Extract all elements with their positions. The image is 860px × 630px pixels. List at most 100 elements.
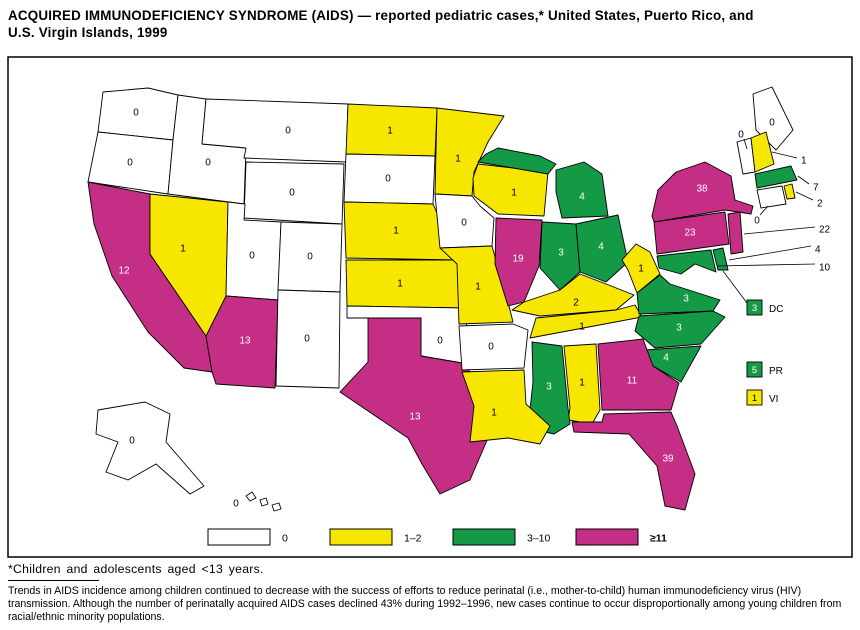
callout-value-de: 4 [815,245,821,256]
state-va [636,274,721,315]
state-value-ne: 1 [393,226,399,237]
state-pa [653,211,730,255]
state-nc [634,310,726,349]
territory-label-vi: VI [769,394,778,405]
state-mo [439,245,514,325]
state-value-ut: 0 [249,251,255,262]
state-value-sd: 0 [385,174,391,185]
figure-title-line2: U.S. Virgin Islands, 1999 [8,25,168,41]
state-ks [345,259,461,309]
legend-label-b1: 1–2 [404,533,422,545]
state-value-hi: 0 [233,499,239,510]
callout-line-ri [795,191,814,201]
callout-value-vt: 0 [738,130,744,141]
legend-swatch-b3 [575,528,639,546]
callout-value-md: 10 [819,263,831,274]
figure-title: ACQUIRED IMMUNODEFICIENCY SYNDROME (AIDS… [8,7,854,42]
footnote-rule [8,580,99,581]
state-in [539,221,581,291]
state-value-al: 1 [579,378,585,389]
state-ky [511,273,635,317]
state-md [656,249,717,275]
callout-value-ri: 2 [817,199,823,210]
state-wv [621,243,661,294]
state-value-ny: 38 [696,184,708,195]
state-oh [575,214,629,283]
legend-label-b0: 0 [282,533,288,545]
state-value-ok: 0 [437,336,443,347]
state-fl [571,411,696,511]
callout-line-ma [797,175,810,185]
callout-value-ct: 0 [754,216,760,227]
state-hi [259,497,269,507]
legend-swatch-b1 [329,528,393,546]
state-de [712,247,729,271]
state-value-wi: 1 [511,188,517,199]
state-value-ms: 3 [546,382,552,393]
state-ma [754,165,798,189]
callout-line-dc [722,270,748,304]
figure-caption-text: Trends in AIDS incidence among children … [8,585,842,624]
state-value-mn: 1 [455,154,461,165]
state-mi [555,161,609,219]
state-value-va: 3 [683,294,689,305]
territory-value-dc: 3 [752,303,757,314]
state-mi [477,147,557,175]
territory-label-pr: PR [769,366,783,377]
figure-title-line1: ACQUIRED IMMUNODEFICIENCY SYNDROME (AIDS… [8,8,754,23]
state-hi [245,491,257,502]
callout-line-nh [771,151,798,159]
state-ny [651,161,754,223]
state-value-wy: 0 [289,188,295,199]
state-value-tn: 1 [579,322,585,333]
state-value-co: 0 [307,252,313,263]
state-nj [727,211,744,255]
territory-box-pr [746,361,763,378]
territory-box-vi [746,389,763,406]
state-value-ar: 0 [488,342,494,353]
state-value-tx: 13 [409,412,421,423]
state-value-ca: 12 [118,266,130,277]
state-value-ga: 11 [627,376,638,387]
state-ga [597,338,680,411]
state-value-nd: 1 [387,126,393,137]
state-value-in: 3 [558,248,564,259]
state-ct [756,185,787,209]
territory-label-dc: DC [769,304,783,315]
state-value-nm: 0 [304,334,310,345]
state-value-fl: 39 [662,454,674,465]
legend-label-b3: ≥11 [650,533,667,545]
state-value-pa: 23 [684,228,696,239]
callout-line-vt [743,138,748,150]
territory-value-pr: 5 [752,365,757,376]
figure-footnote: *Children and adolescents aged <13 years… [8,562,264,576]
callout-value-ma: 7 [813,183,819,194]
callout-line-nj [743,226,816,235]
state-value-sc: 4 [663,353,669,364]
state-value-nc: 3 [676,323,682,334]
territory-box-dc [746,299,763,316]
state-ms [527,341,571,435]
state-value-ky: 2 [573,298,579,309]
state-hi [271,502,282,512]
legend-label-b2: 3–10 [527,533,551,545]
state-value-wa: 0 [133,108,139,119]
state-value-ak: 0 [129,436,135,447]
state-value-id: 0 [205,158,211,169]
callout-line-md [716,263,816,267]
callout-line-ct [759,205,769,216]
territory-value-vi: 1 [752,393,757,404]
state-value-mi: 4 [579,192,585,203]
state-value-or: 0 [127,158,133,169]
callout-value-nh: 1 [801,156,807,167]
state-tx [339,317,495,495]
state-value-nv: 1 [180,244,186,255]
state-value-ia: 0 [461,218,467,229]
state-value-mt: 0 [285,126,291,137]
state-value-ks: 1 [397,279,403,290]
state-value-wv: 1 [638,264,644,275]
state-value-me: 0 [769,118,775,129]
state-value-la: 1 [491,408,497,419]
callout-value-nj: 22 [819,225,831,236]
